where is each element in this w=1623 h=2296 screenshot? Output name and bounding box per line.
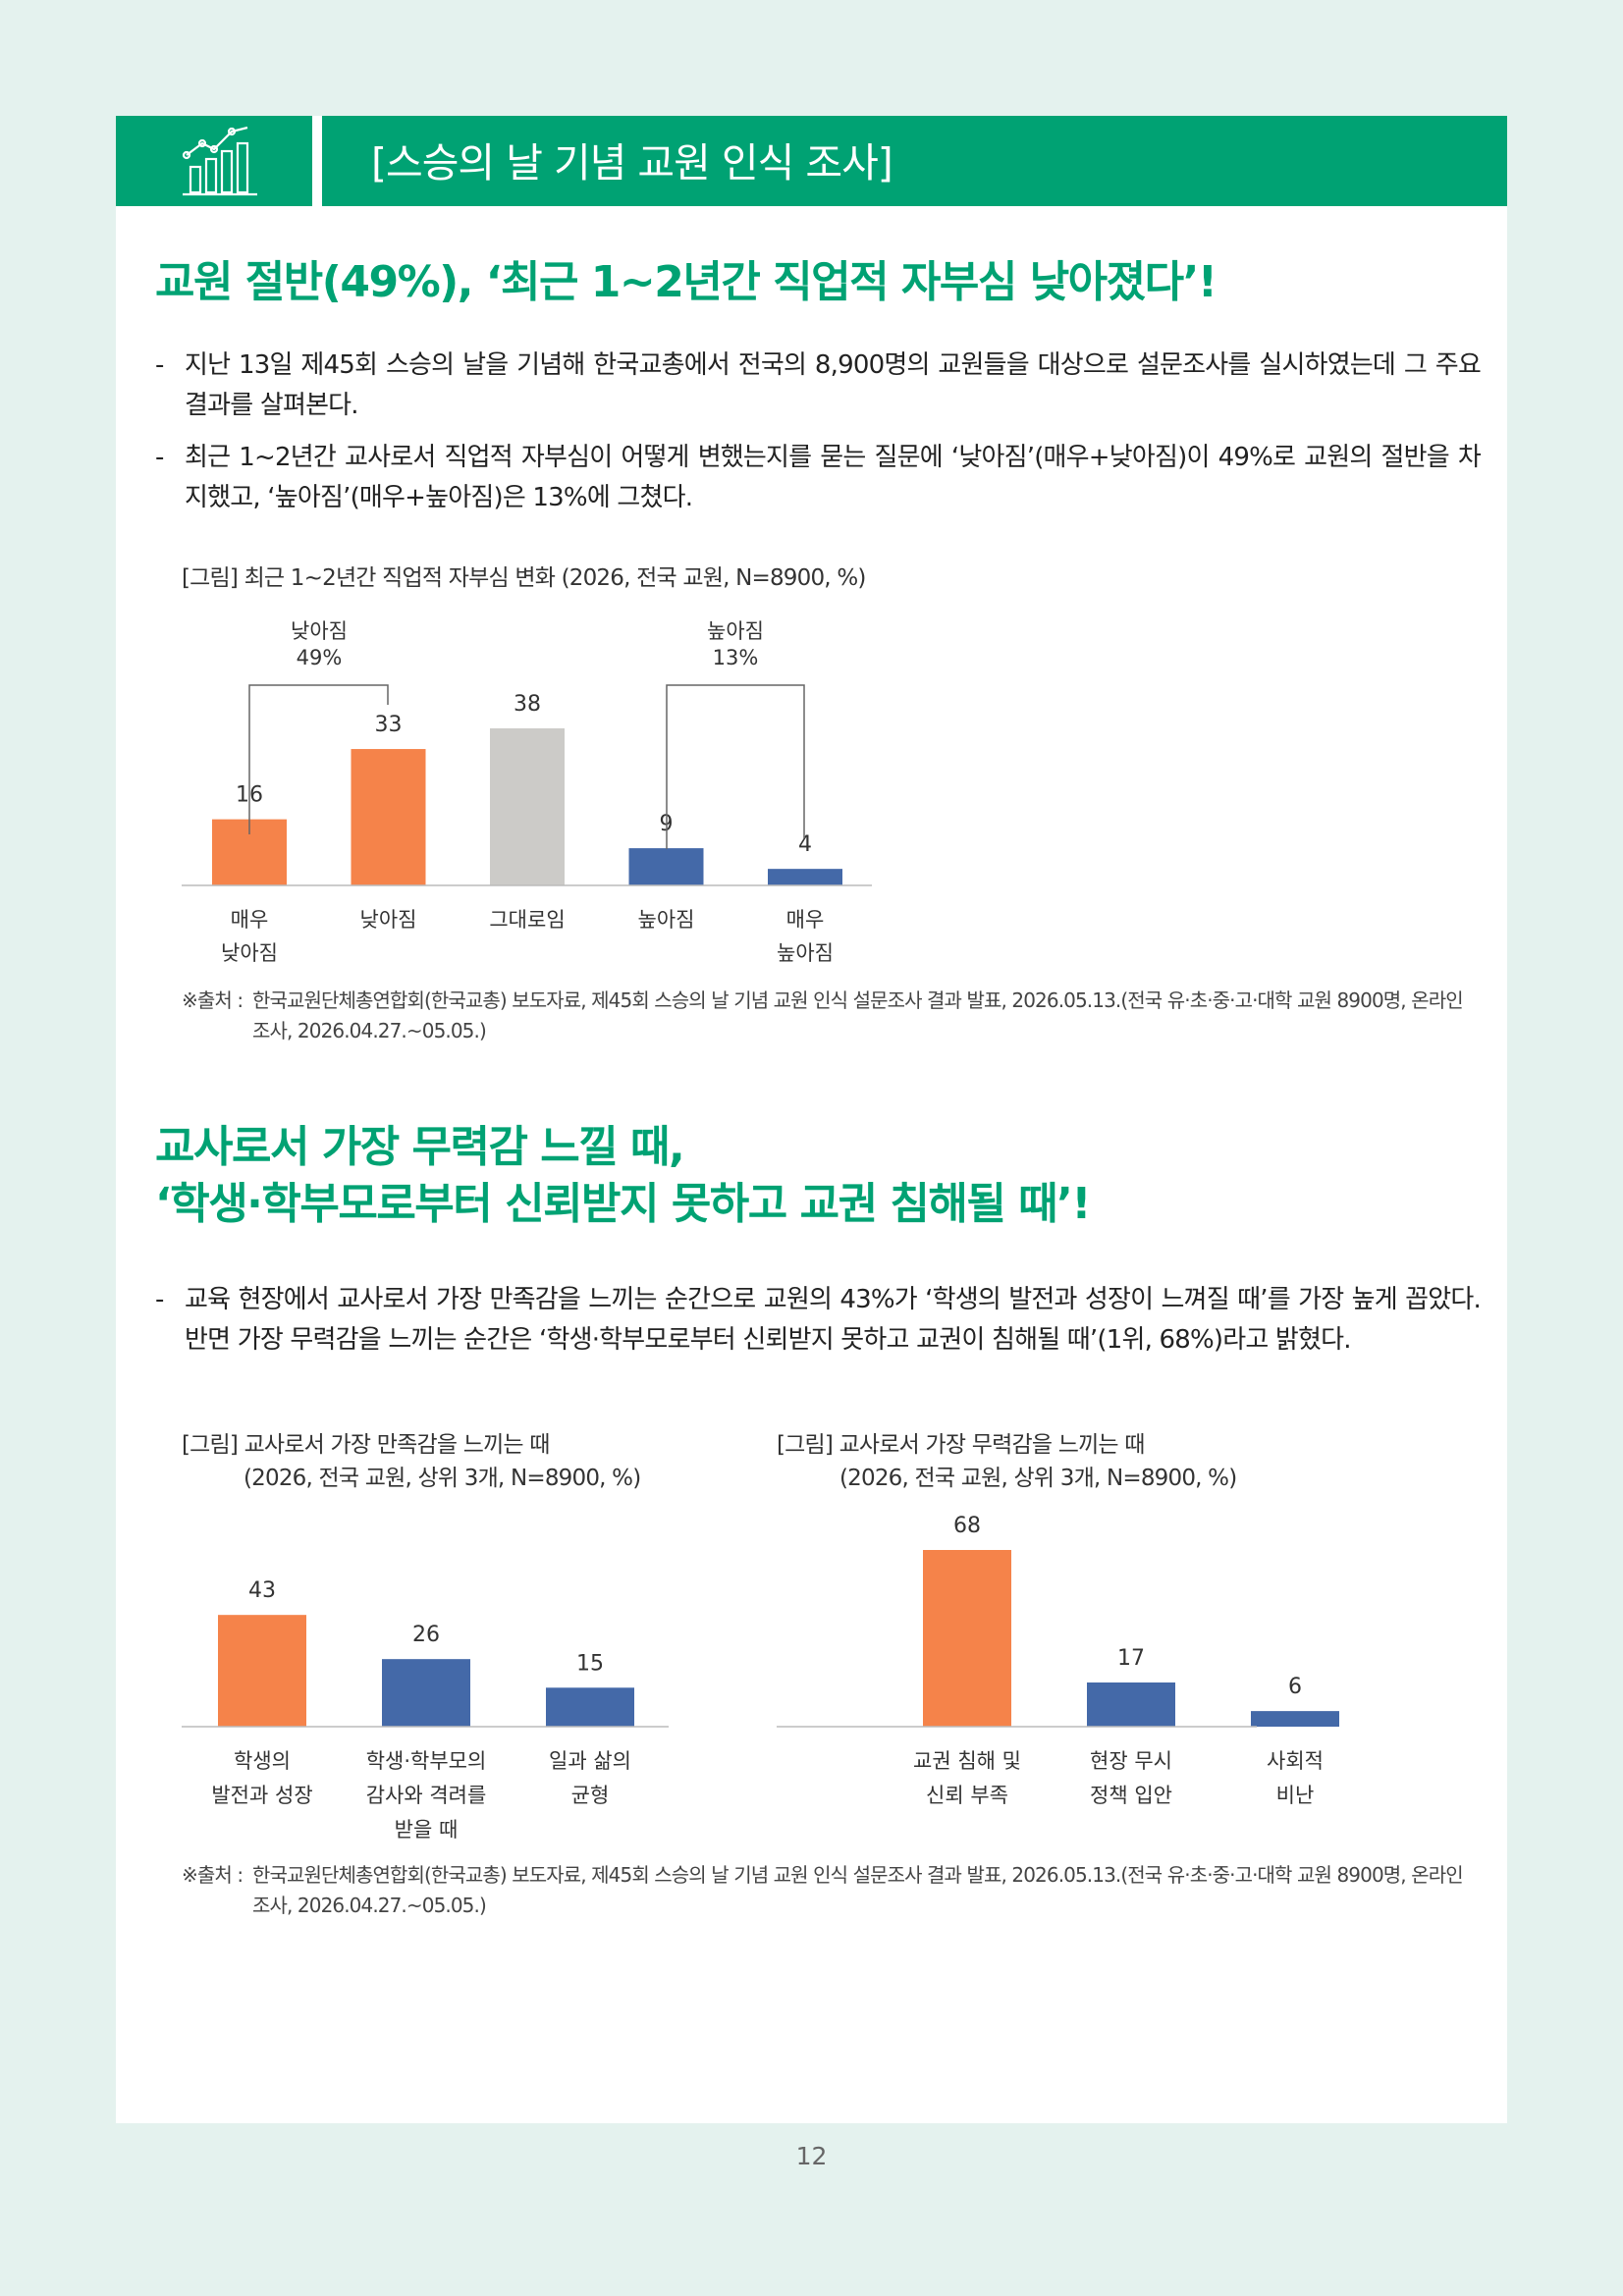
chart1-category-label-4-1: 높아짐 — [777, 941, 834, 965]
figure3-caption-1: [그림] 교사로서 가장 무력감을 느끼는 때 — [777, 1432, 1145, 1458]
chart3-category-label-2-0: 사회적 — [1267, 1749, 1324, 1773]
bullet-dash: - — [155, 443, 164, 472]
chart1-category-label-0-0: 매우 — [231, 908, 269, 932]
section2-heading-line1: 교사로서 가장 무력감 느낄 때, — [155, 1122, 685, 1172]
group-label-lowered: 낮아짐 — [291, 619, 348, 643]
chart1-category-label-2-0: 그대로임 — [489, 908, 565, 932]
section1-bullet-1: - 지난 13일 제45회 스승의 날을 기념해 한국교총에서 전국의 8,90… — [155, 346, 1482, 426]
chart1-value-label-2: 38 — [514, 692, 541, 717]
figure2-caption-2: (2026, 전국 교원, 상위 3개, N=8900, %) — [243, 1466, 641, 1491]
chart1-category-label-1-0: 낮아짐 — [360, 908, 417, 932]
figure1-caption: [그림] 최근 1~2년간 직업적 자부심 변화 (2026, 전국 교원, N… — [182, 565, 866, 591]
chart1-bar-2 — [490, 728, 565, 885]
chart3-value-label-0: 68 — [953, 1514, 981, 1538]
bracket-raised — [666, 684, 805, 849]
source-lead: ※출처 : — [182, 988, 243, 1012]
section1-source: ※출처 : 한국교원단체총연합회(한국교총) 보도자료, 제45회 스승의 날 … — [182, 986, 1478, 1046]
chart2-category-label-0-1: 발전과 성장 — [211, 1784, 312, 1807]
figure3-caption-2: (2026, 전국 교원, 상위 3개, N=8900, %) — [839, 1466, 1237, 1491]
chart2-bar-0 — [218, 1615, 306, 1727]
chart2-category-label-1-0: 학생·학부모의 — [366, 1749, 487, 1773]
chart2-bar-2 — [546, 1687, 634, 1727]
chart1-category-label-0-1: 낮아짐 — [221, 941, 278, 965]
section2-bullet-text: 교육 현장에서 교사로서 가장 만족감을 느끼는 순간으로 교원의 43%가 ‘… — [185, 1285, 1482, 1355]
section2-bullet: - 교육 현장에서 교사로서 가장 만족감을 느끼는 순간으로 교원의 43%가… — [155, 1280, 1482, 1361]
chart2-value-label-0: 43 — [248, 1578, 276, 1603]
section1-bullet-1-text: 지난 13일 제45회 스승의 날을 기념해 한국교총에서 전국의 8,900명… — [185, 350, 1482, 420]
header-title: [스승의 날 기념 교원 인식 조사] — [371, 139, 893, 187]
chart2-category-label-1-1: 감사와 격려를 — [366, 1784, 487, 1807]
chart2-category-label-0-0: 학생의 — [234, 1749, 291, 1773]
chart3-category-label-0-1: 신뢰 부족 — [926, 1784, 1008, 1807]
section2-heading-line2: ‘학생·학부모로부터 신뢰받지 못하고 교권 침해될 때’! — [155, 1179, 1091, 1229]
chart1-category-label-4-0: 매우 — [786, 908, 825, 932]
chart2-category-label-2-1: 균형 — [571, 1784, 610, 1807]
chart1-bar-1 — [351, 749, 426, 885]
bracket-lowered — [248, 684, 389, 834]
chart3-category-label-0-0: 교권 침해 및 — [913, 1749, 1021, 1773]
chart1-value-label-4: 4 — [798, 832, 812, 857]
chart3-bar-0 — [923, 1550, 1011, 1727]
section1-bullet-2-text: 최근 1~2년간 교사로서 직업적 자부심이 어떻게 변했는지를 묻는 질문에 … — [185, 443, 1482, 512]
bullet-dash: - — [155, 350, 164, 380]
bar-chart-trend-icon — [182, 126, 257, 196]
source-body: 한국교원단체총연합회(한국교총) 보도자료, 제45회 스승의 날 기념 교원 … — [252, 1863, 1464, 1917]
chart3-category-label-1-0: 현장 무시 — [1090, 1749, 1172, 1773]
chart3-value-label-2: 6 — [1288, 1675, 1302, 1699]
bullet-dash: - — [155, 1285, 164, 1314]
chart1-bar-4 — [768, 869, 842, 885]
chart2-bar-1 — [382, 1659, 470, 1727]
chart3-category-label-1-1: 정책 입안 — [1090, 1784, 1172, 1807]
chart3-category-label-2-1: 비난 — [1276, 1784, 1315, 1807]
section1-heading: 교원 절반(49%), ‘최근 1~2년간 직업적 자부심 낮아졌다’! — [155, 257, 1217, 307]
source-body: 한국교원단체총연합회(한국교총) 보도자료, 제45회 스승의 날 기념 교원 … — [252, 988, 1464, 1042]
chart2-value-label-1: 26 — [412, 1623, 440, 1647]
chart1-bar-3 — [628, 848, 704, 885]
chart1-category-label-3-0: 높아짐 — [638, 908, 695, 932]
header-icon-box — [116, 116, 312, 206]
chart3-bar-2 — [1251, 1711, 1339, 1727]
chart1-value-label-1: 33 — [375, 713, 403, 737]
figure2-caption-1: [그림] 교사로서 가장 만족감을 느끼는 때 — [182, 1432, 550, 1458]
source-lead: ※출처 : — [182, 1863, 243, 1887]
header-title-bar: [스승의 날 기념 교원 인식 조사] — [322, 116, 1507, 206]
group-label-raised: 높아짐 — [707, 619, 764, 643]
page-number: 12 — [795, 2142, 828, 2170]
section1-bullet-2: - 최근 1~2년간 교사로서 직업적 자부심이 어떻게 변했는지를 묻는 질문… — [155, 438, 1482, 518]
chart3-bar-1 — [1087, 1682, 1175, 1727]
chart2-value-label-2: 15 — [576, 1651, 604, 1676]
section2-source: ※출처 : 한국교원단체총연합회(한국교총) 보도자료, 제45회 스승의 날 … — [182, 1860, 1478, 1921]
chart3-value-label-1: 17 — [1117, 1646, 1145, 1671]
group-value-lowered: 49% — [297, 646, 343, 669]
group-value-raised: 13% — [713, 646, 759, 669]
page: [스승의 날 기념 교원 인식 조사] 교원 절반(49%), ‘최근 1~2년… — [116, 116, 1507, 2123]
chart2-category-label-1-2: 받을 때 — [395, 1818, 459, 1842]
chart2-category-label-2-0: 일과 삶의 — [549, 1749, 631, 1773]
